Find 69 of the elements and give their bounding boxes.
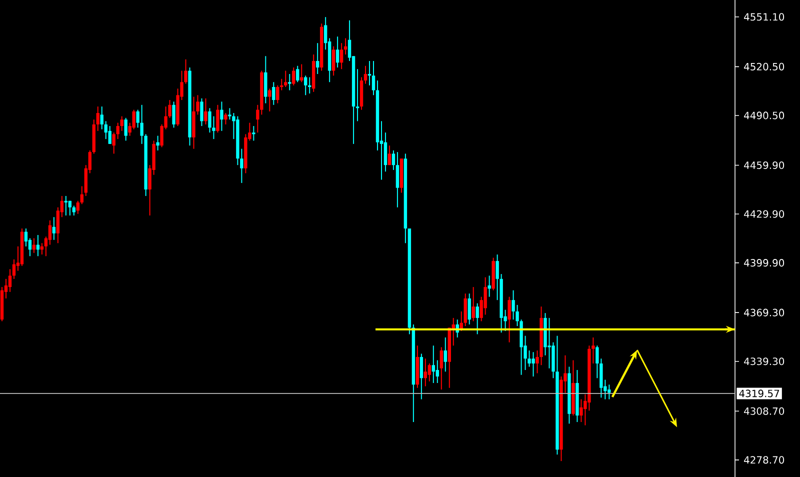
candlestick bbox=[388, 145, 392, 166]
candlestick bbox=[156, 135, 160, 151]
y-tick-label: 4278.70 bbox=[744, 456, 784, 464]
candlestick bbox=[80, 186, 84, 205]
candlestick bbox=[296, 65, 300, 83]
candlestick bbox=[220, 101, 224, 132]
candlestick bbox=[204, 98, 208, 125]
candlestick bbox=[580, 398, 583, 423]
y-tick-label: 4399.90 bbox=[744, 259, 784, 267]
candlestick bbox=[292, 66, 296, 86]
y-tick-label: 4459.90 bbox=[744, 161, 784, 169]
candlestick bbox=[340, 42, 344, 70]
candlestick bbox=[488, 275, 491, 298]
ref-line-label: 4319.57 bbox=[739, 390, 780, 398]
candlestick bbox=[104, 120, 108, 140]
y-tick-label: 4520.50 bbox=[744, 62, 784, 70]
candlestick bbox=[508, 296, 511, 343]
candlestick bbox=[336, 36, 340, 68]
candlestick bbox=[212, 116, 216, 140]
candlestick bbox=[476, 302, 479, 335]
y-tick-label: 4429.90 bbox=[744, 210, 784, 218]
y-tick-label: 4308.70 bbox=[744, 407, 784, 415]
candlestick bbox=[24, 228, 28, 247]
candlestick bbox=[96, 106, 100, 132]
candlestick bbox=[468, 293, 471, 325]
candlestick bbox=[172, 101, 176, 128]
candlestick bbox=[268, 88, 272, 112]
candlestick bbox=[436, 360, 440, 384]
candlestick bbox=[48, 220, 52, 246]
candlestick bbox=[304, 75, 308, 96]
candlestick bbox=[432, 345, 436, 384]
y-tick-label: 4369.30 bbox=[744, 308, 784, 316]
candlestick bbox=[200, 98, 204, 127]
candlestick bbox=[224, 112, 228, 125]
candlestick bbox=[316, 42, 320, 74]
candlestick bbox=[372, 60, 376, 96]
candlestick bbox=[396, 152, 400, 208]
y-tick-label: 4339.30 bbox=[744, 358, 784, 366]
candlestick bbox=[512, 290, 515, 320]
candlestick bbox=[100, 106, 104, 130]
candlestick bbox=[392, 150, 396, 170]
candlestick bbox=[284, 70, 288, 88]
candlestick bbox=[252, 126, 256, 142]
candlestick bbox=[608, 384, 611, 400]
candlestick bbox=[272, 82, 276, 106]
candlestick bbox=[384, 132, 388, 172]
candlestick bbox=[8, 268, 12, 292]
candlestick bbox=[440, 346, 444, 390]
candlestick bbox=[76, 200, 80, 214]
candlestick bbox=[364, 65, 368, 84]
candlestick bbox=[532, 352, 535, 377]
candlestick bbox=[12, 258, 16, 280]
candlestick bbox=[52, 216, 56, 240]
candlestick bbox=[428, 362, 432, 382]
y-tick-label: 4490.50 bbox=[744, 112, 784, 120]
y-tick-label: 4551.10 bbox=[744, 13, 784, 21]
candlestick bbox=[288, 73, 292, 91]
candlestick bbox=[124, 117, 128, 142]
candlestick bbox=[68, 200, 72, 216]
candlestick bbox=[332, 46, 336, 76]
candlestick bbox=[472, 286, 475, 322]
candlestick bbox=[444, 336, 447, 372]
candlestick bbox=[300, 64, 304, 83]
candlestick bbox=[548, 317, 551, 369]
candlestick bbox=[108, 126, 112, 144]
candlestick bbox=[216, 104, 220, 134]
candlestick bbox=[424, 358, 428, 387]
candlestick bbox=[420, 353, 424, 400]
candlestick bbox=[276, 84, 280, 104]
